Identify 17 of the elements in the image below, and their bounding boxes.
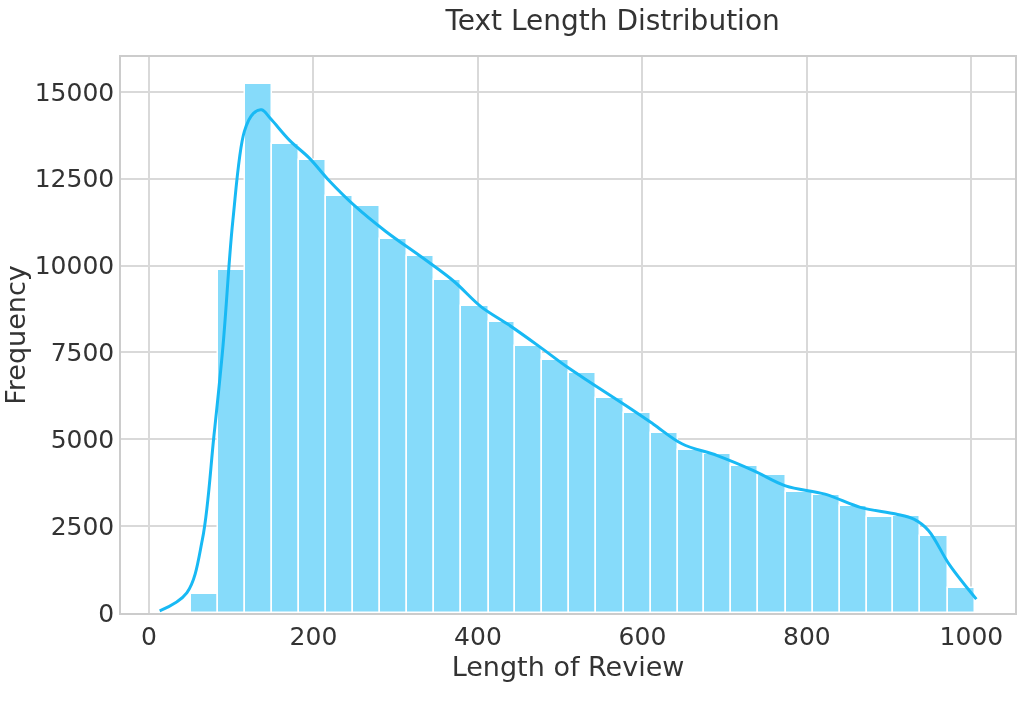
x-axis-title: Length of Review (451, 650, 685, 682)
x-tick-label: 200 (289, 621, 338, 651)
x-tick-label: 0 (141, 621, 157, 651)
line-series (158, 108, 978, 613)
x-tick-label: 600 (618, 621, 667, 651)
y-axis-title: Frequency (0, 265, 31, 405)
y-tick-label: 15000 (34, 77, 115, 107)
x-tick-label: 400 (454, 621, 502, 651)
chart-title: Text Length Distribution (444, 4, 780, 38)
y-tick-label: 0 (98, 598, 115, 628)
y-tick-label: 12500 (34, 164, 115, 194)
y-tick-label: 2500 (50, 511, 115, 541)
y-tick-label: 7500 (50, 338, 115, 368)
x-tick-label: 1000 (939, 621, 1004, 651)
x-tick-label: 800 (783, 621, 831, 651)
y-tick-label: 5000 (50, 425, 115, 454)
y-tick-label: 10000 (34, 251, 115, 281)
